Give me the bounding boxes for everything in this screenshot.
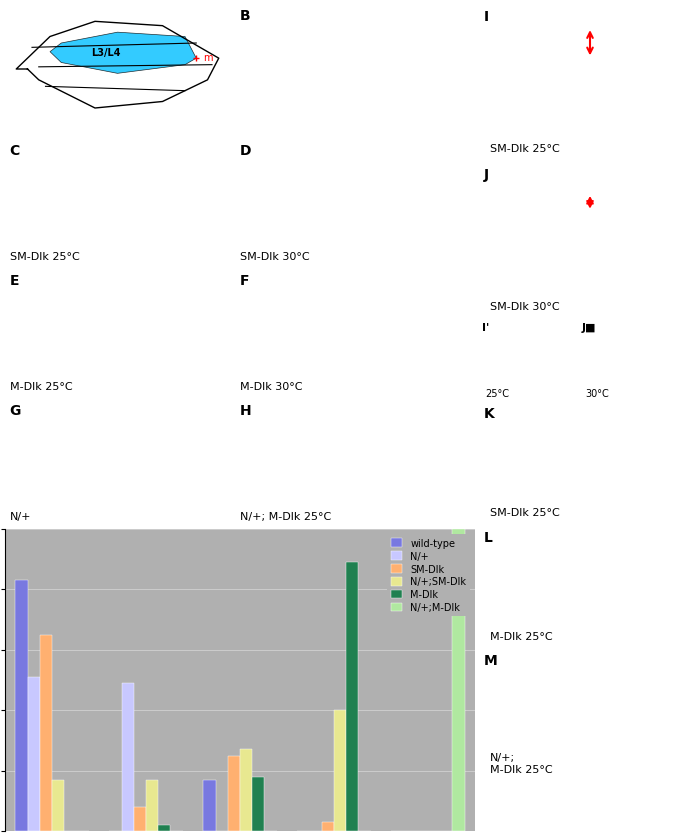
Bar <box>134 807 146 831</box>
Text: 25°C: 25°C <box>485 389 509 399</box>
Bar <box>252 777 264 831</box>
Text: L3/L4: L3/L4 <box>92 48 121 58</box>
Text: SM-Dlk 25°C: SM-Dlk 25°C <box>10 252 79 263</box>
Bar <box>158 825 171 831</box>
Bar <box>27 677 40 831</box>
Text: J: J <box>484 167 489 181</box>
Text: M-Dlk 25°C: M-Dlk 25°C <box>490 631 553 641</box>
Text: M-Dlk 25°C: M-Dlk 25°C <box>10 382 72 392</box>
Text: F: F <box>240 273 249 288</box>
Text: N/+;
M-Dlk 25°C: N/+; M-Dlk 25°C <box>490 752 553 774</box>
Text: J■: J■ <box>582 323 597 333</box>
Bar <box>240 750 252 831</box>
Bar <box>121 683 134 831</box>
Text: L: L <box>484 530 493 544</box>
Bar <box>40 635 52 831</box>
Text: G: G <box>10 403 21 417</box>
Text: m: m <box>203 54 212 64</box>
Text: N/+: N/+ <box>10 512 31 522</box>
Bar <box>52 780 64 831</box>
Text: D: D <box>240 144 251 157</box>
Text: 30°C: 30°C <box>585 389 609 399</box>
Text: H: H <box>240 403 251 417</box>
Text: SM-Dlk 30°C: SM-Dlk 30°C <box>490 302 560 312</box>
Text: I: I <box>484 10 489 23</box>
Text: C: C <box>10 144 20 157</box>
Legend: wild-type, N/+, SM-Dlk, N/+;SM-Dlk, M-Dlk, N/+;M-Dlk: wild-type, N/+, SM-Dlk, N/+;SM-Dlk, M-Dl… <box>387 534 470 616</box>
Text: E: E <box>10 273 19 288</box>
Bar <box>203 780 216 831</box>
Bar <box>346 563 358 831</box>
Text: I': I' <box>482 323 489 333</box>
Bar <box>322 822 334 831</box>
Text: SM-Dlk 30°C: SM-Dlk 30°C <box>240 252 310 263</box>
Bar <box>334 711 346 831</box>
Bar <box>146 780 158 831</box>
Bar <box>452 529 464 831</box>
Polygon shape <box>50 33 196 74</box>
Text: K: K <box>484 406 495 421</box>
Text: M-Dlk 30°C: M-Dlk 30°C <box>240 382 302 392</box>
Text: N/+; M-Dlk 25°C: N/+; M-Dlk 25°C <box>240 512 331 522</box>
Text: SM-Dlk 25°C: SM-Dlk 25°C <box>490 144 560 154</box>
Text: B: B <box>240 9 251 23</box>
Bar <box>15 581 27 831</box>
Bar <box>228 756 240 831</box>
Text: SM-Dlk 25°C: SM-Dlk 25°C <box>490 507 560 517</box>
Text: M: M <box>484 653 498 667</box>
